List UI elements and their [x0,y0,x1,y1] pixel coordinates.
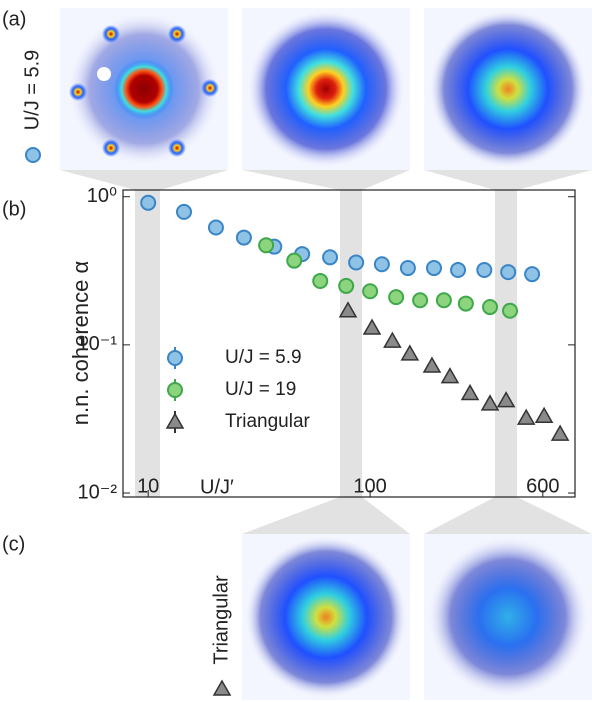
legend-label: Triangular [225,411,311,432]
data-point [258,237,275,254]
data-point [516,408,536,425]
legend-marker [165,412,185,429]
data-point [460,383,480,401]
data-point [500,264,517,281]
data-point [524,266,541,283]
x-tick-label: 10 [137,475,159,497]
data-point [476,262,493,279]
data-point [550,424,570,441]
data-point [502,302,519,319]
legend-label: U/J = 19 [225,379,296,400]
row-marker [212,679,232,696]
data-point [322,249,339,266]
data-point [362,318,382,335]
legend-marker [167,350,183,366]
image-a2 [242,8,410,170]
data-point [400,344,420,361]
x-tick-label: 100 [353,475,386,497]
data-point [435,292,452,309]
data-point [383,331,402,348]
data-point [440,367,460,384]
x-tick-label: 600 [526,475,559,497]
data-point [312,272,329,289]
data-point [235,229,252,246]
data-point [399,260,416,277]
panel-label: (a) [2,8,26,30]
panel-label: (c) [2,533,25,555]
y-tick-label: 10⁻² [78,481,118,503]
data-point [388,289,405,306]
data-point [348,254,365,271]
y-tick-label: 10⁻¹ [78,333,118,355]
data-point [207,219,224,236]
data-point [450,262,467,279]
x-axis-label: U/J′ [200,476,234,498]
image-c2 [424,534,592,700]
row-label: Triangular [210,575,232,665]
y-axis-label: n.n. coherence α [68,261,93,426]
data-point [338,277,355,294]
data-point [534,406,554,423]
legend-label: U/J = 5.9 [225,347,302,368]
panel-label: (b) [2,198,26,220]
legend-marker [167,382,183,398]
row-marker [25,147,41,163]
data-point [362,283,379,300]
data-point [480,394,500,411]
data-point [338,301,358,318]
data-point [140,194,157,211]
data-point [412,292,429,309]
image-a1 [60,8,228,170]
data-point [425,260,442,277]
data-point [422,356,442,373]
image-a3 [424,8,592,170]
image-c1 [242,534,410,700]
data-point [496,391,516,408]
plot-frame [122,189,576,498]
data-point [176,203,193,220]
data-point [457,295,474,312]
y-tick-label: 10⁰ [87,185,117,207]
row-label: U/J = 5.9 [21,50,43,131]
data-point [373,256,390,273]
data-point [286,252,303,269]
data-point [482,299,499,316]
